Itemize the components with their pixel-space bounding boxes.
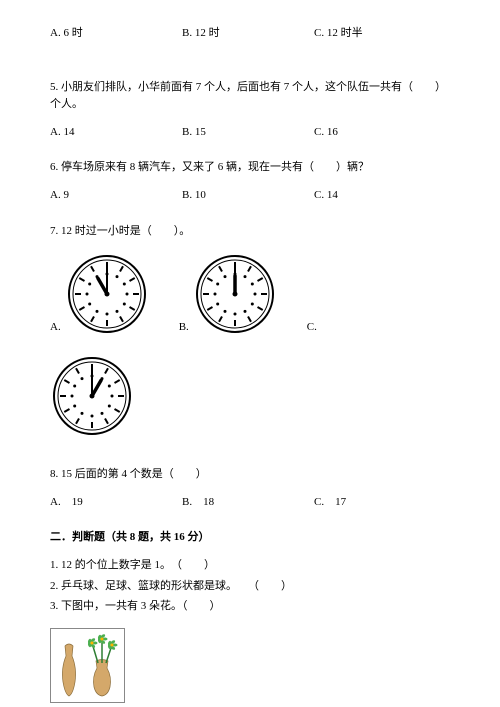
opt-a: A. 6 时 — [50, 25, 182, 43]
clock-label-b: B. — [179, 319, 189, 337]
q6-opt-a: A. 9 — [50, 187, 182, 205]
judge-3: 3. 下图中，一共有 3 朵花。（ ） — [50, 598, 450, 616]
question-7: 7. 12 时过一小时是（ ）。 — [50, 223, 450, 241]
q7-clock-row: A. B. C. — [50, 252, 450, 336]
q6-text: 6. 停车场原来有 8 辆汽车，又来了 6 辆，现在一共有（ ）辆？ — [50, 159, 450, 177]
clock-item-c-label-only: C. — [307, 319, 321, 337]
q5-opt-a: A. 14 — [50, 124, 182, 142]
vase-illustration — [50, 628, 125, 703]
opt-b: B. 12 时 — [182, 25, 314, 43]
section-2-title: 二．判断题（共 8 题，共 16 分） — [50, 529, 450, 547]
clock-a-icon — [65, 252, 149, 336]
vase-flowers-icon — [82, 633, 120, 698]
q8-options: A. 19 B. 18 C. 17 — [50, 494, 450, 512]
q8-opt-a: A. 19 — [50, 494, 182, 512]
q7-text: 7. 12 时过一小时是（ ）。 — [50, 223, 450, 241]
q8-opt-c: C. 17 — [314, 494, 446, 512]
clock-item-b: B. — [179, 252, 277, 336]
judge-1: 1. 12 的个位上数字是 1。 （ ） — [50, 557, 450, 575]
q5-options: A. 14 B. 15 C. 16 — [50, 124, 450, 142]
clock-c-icon — [50, 354, 134, 438]
clock-item-a: A. — [50, 252, 149, 336]
question-8: 8. 15 后面的第 4 个数是（ ） — [50, 466, 450, 484]
clock-item-c — [50, 354, 450, 438]
clock-label-a: A. — [50, 319, 61, 337]
judge-2: 2. 乒乓球、足球、篮球的形状都是球。 （ ） — [50, 578, 450, 596]
question-5: 5. 小朋友们排队，小华前面有 7 个人，后面也有 7 个人，这个队伍一共有（ … — [50, 79, 450, 114]
q5-opt-c: C. 16 — [314, 124, 446, 142]
clock-b-icon — [193, 252, 277, 336]
clock-label-c: C. — [307, 319, 317, 337]
vase-left-icon — [55, 638, 82, 698]
q5-opt-b: B. 15 — [182, 124, 314, 142]
opt-c: C. 12 时半 — [314, 25, 446, 43]
q6-options: A. 9 B. 10 C. 14 — [50, 187, 450, 205]
q5-text: 5. 小朋友们排队，小华前面有 7 个人，后面也有 7 个人，这个队伍一共有（ … — [50, 79, 450, 114]
q8-opt-b: B. 18 — [182, 494, 314, 512]
question-6: 6. 停车场原来有 8 辆汽车，又来了 6 辆，现在一共有（ ）辆？ — [50, 159, 450, 177]
q6-opt-c: C. 14 — [314, 187, 446, 205]
q-prev-options: A. 6 时 B. 12 时 C. 12 时半 — [50, 25, 450, 43]
q8-text: 8. 15 后面的第 4 个数是（ ） — [50, 466, 450, 484]
q6-opt-b: B. 10 — [182, 187, 314, 205]
